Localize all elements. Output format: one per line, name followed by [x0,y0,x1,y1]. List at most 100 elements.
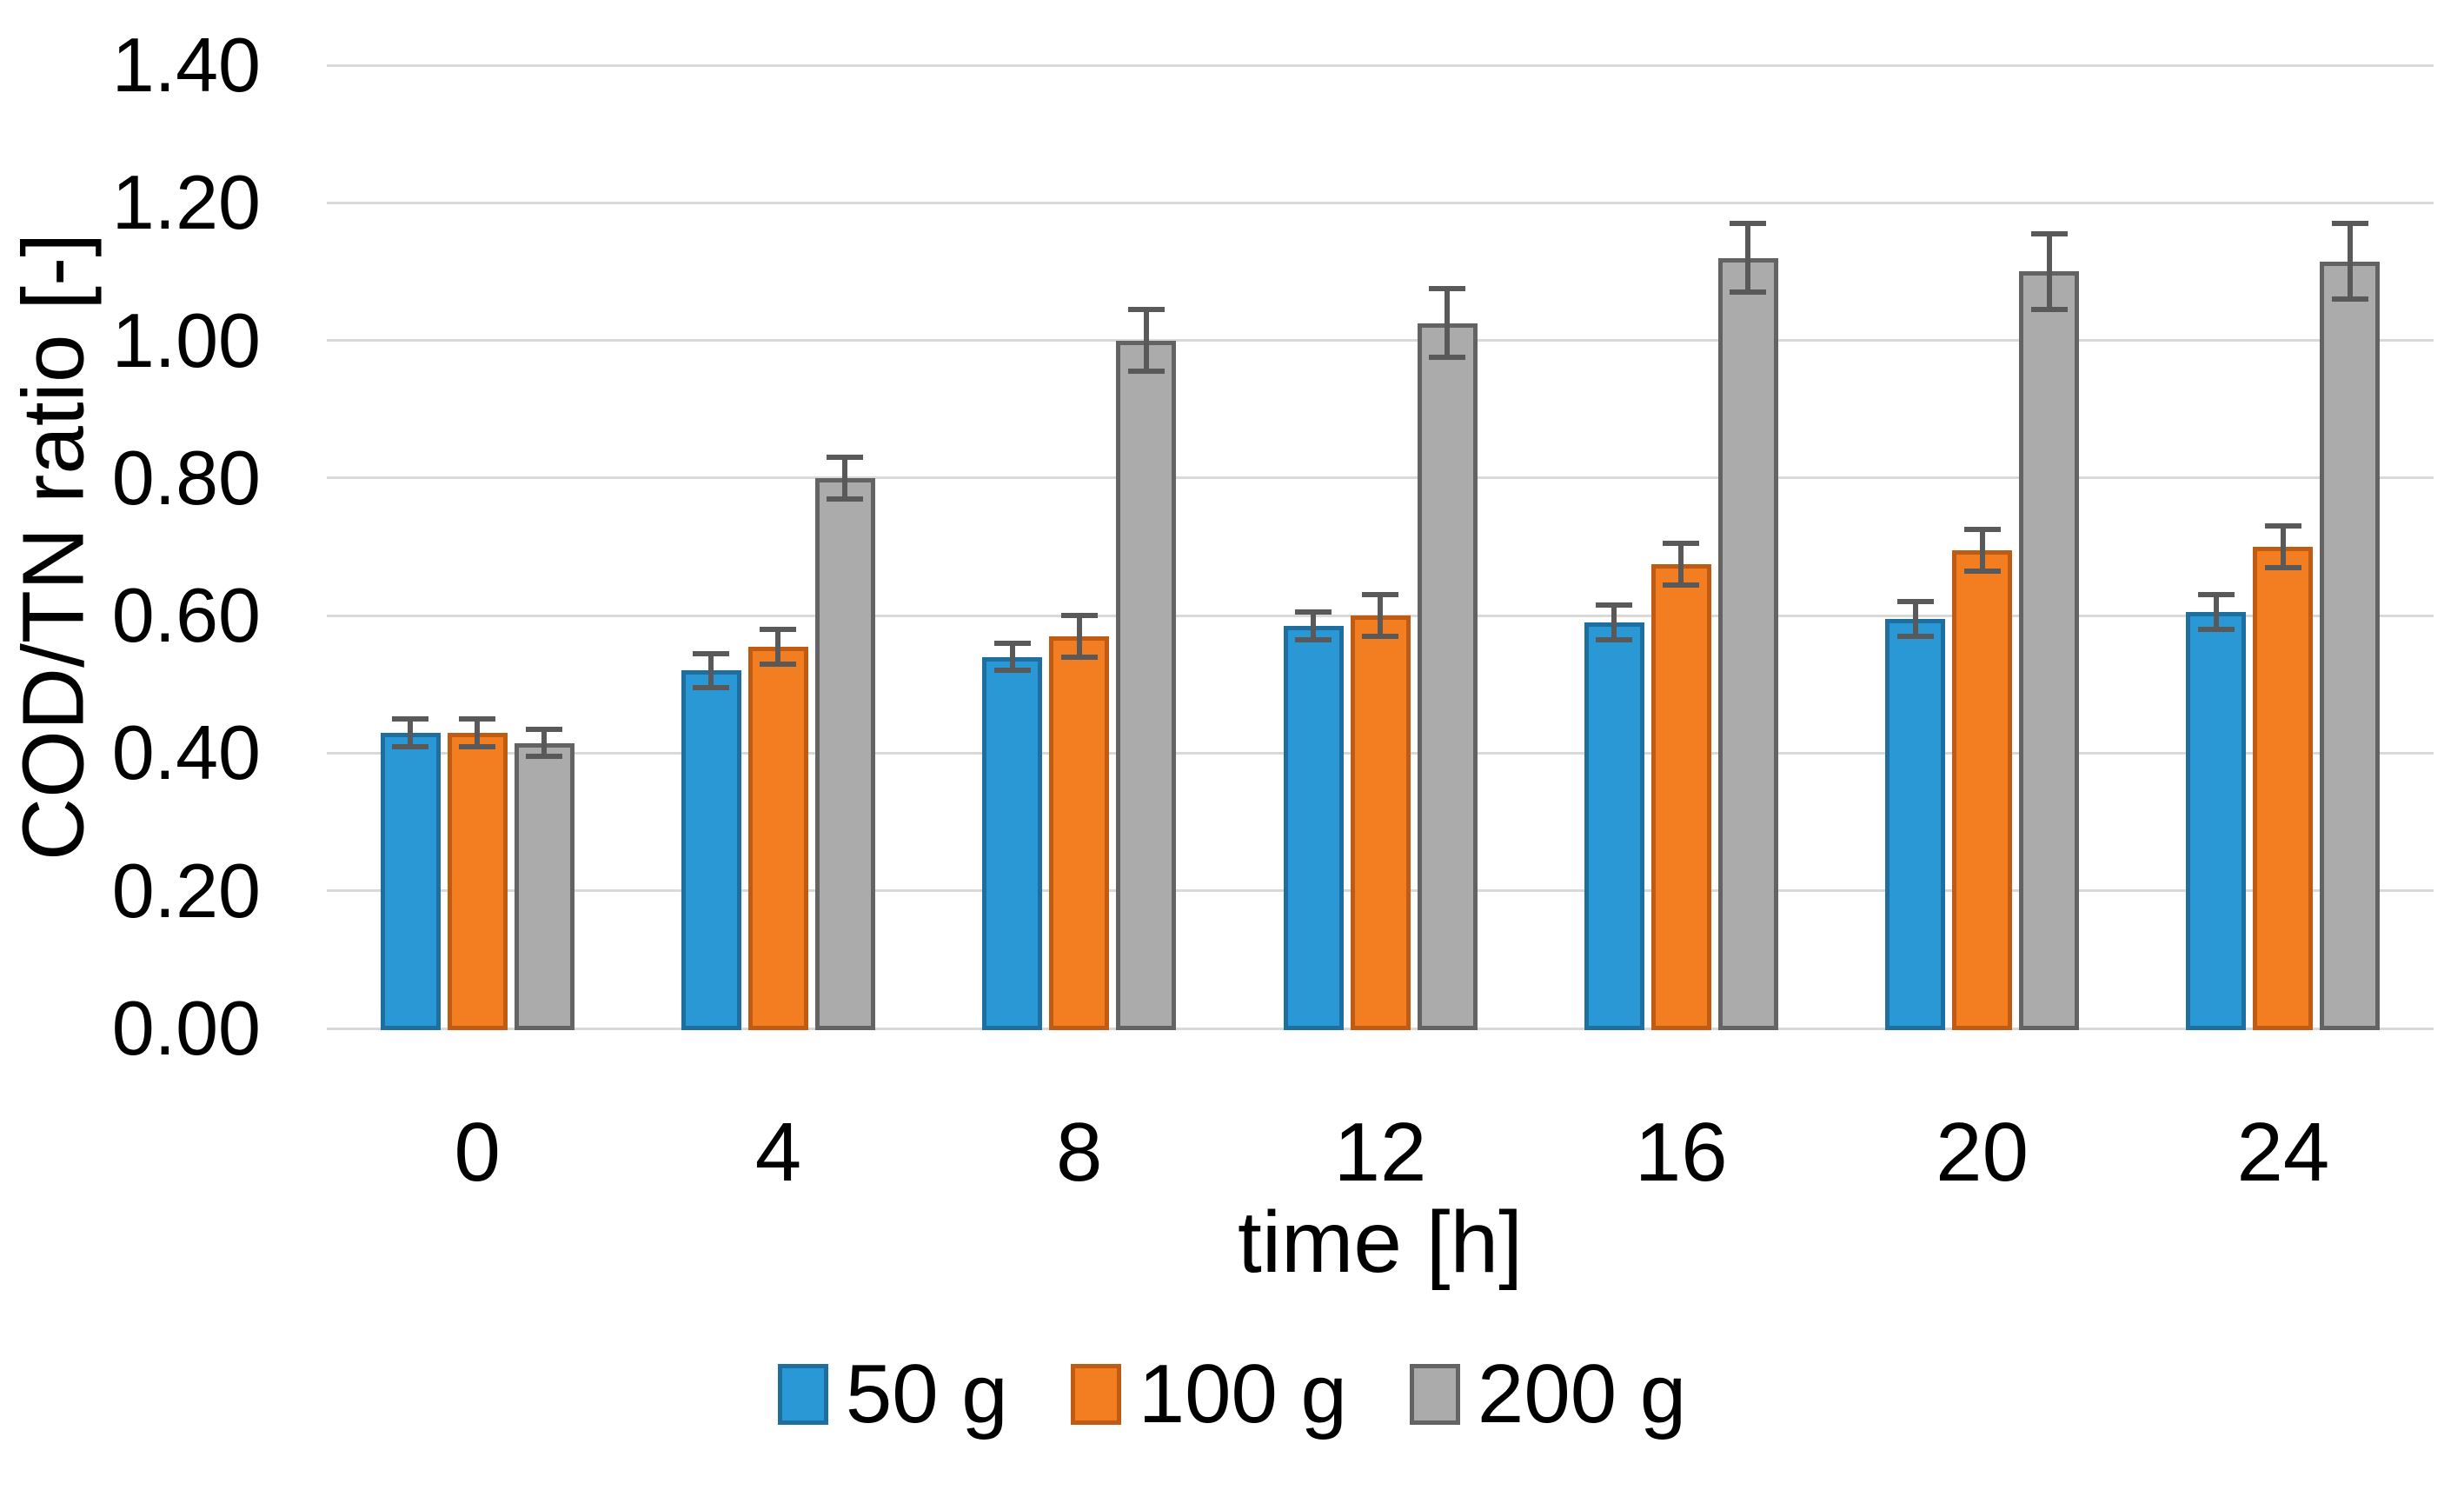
bar-200g-t20 [2019,271,2080,1030]
error-bar-cap-top [2197,592,2235,598]
error-bar-cap-bottom [1896,633,1934,639]
error-bar [1009,642,1015,671]
error-bar [842,457,848,499]
y-tick-label: 1.00 [111,296,261,383]
bar-50g-t12 [1283,626,1344,1030]
error-bar-cap-top [1596,602,1633,609]
bar-200g-t4 [814,477,875,1030]
error-bar-cap-top [1896,599,1934,605]
error-bar [2213,595,2219,629]
y-tick-label: 1.20 [111,159,261,246]
y-tick-label: 0.20 [111,847,261,934]
error-bar-cap-top [2331,221,2368,227]
legend-item-200g: 200 g [1409,1347,1687,1440]
legend-label: 200 g [1477,1347,1687,1440]
y-tick-label: 0.40 [111,709,261,796]
x-tick-label: 0 [454,1106,501,1199]
bar-200g-t24 [2320,261,2381,1030]
legend-item-100g: 100 g [1070,1347,1347,1440]
bar-50g-t8 [982,656,1043,1030]
error-bar [1378,595,1383,636]
x-tick-label: 16 [1634,1106,1728,1199]
bar-50g-t0 [380,732,441,1030]
legend-label: 100 g [1138,1347,1347,1440]
bar-100g-t12 [1350,615,1411,1030]
error-bar-cap-top [1127,306,1165,312]
error-bar [2347,223,2353,300]
error-bar-cap-top [459,715,496,722]
error-bar-cap-bottom [1127,369,1165,375]
gridline [327,476,2434,480]
error-bar-cap-top [1730,221,1767,227]
error-bar-cap-top [2264,523,2301,529]
gridline [327,339,2434,343]
error-bar-cap-top [526,726,563,732]
error-bar-cap-top [760,626,797,632]
error-bar-cap-bottom [1429,355,1465,361]
error-bar-cap-top [2030,230,2068,236]
y-tick-label: 0.60 [111,572,261,659]
error-bar-cap-bottom [392,743,429,749]
legend-marker-icon [777,1364,828,1425]
error-bar-cap-top [1295,609,1332,615]
error-bar-cap-top [1060,613,1098,619]
bar-50g-t24 [2186,612,2247,1030]
error-bar-cap-bottom [1663,582,1700,588]
error-bar-cap-bottom [1060,654,1098,660]
bar-200g-t12 [1417,323,1478,1030]
error-bar [1445,289,1450,358]
x-tick-label: 8 [1056,1106,1103,1199]
error-bar-cap-top [1362,592,1398,598]
legend-label: 50 g [845,1347,1008,1440]
error-bar-cap-bottom [1596,636,1633,642]
error-bar-cap-top [827,455,864,461]
error-bar [1611,605,1617,640]
error-bar-cap-bottom [1295,636,1332,642]
x-tick-label: 20 [1936,1106,2029,1199]
error-bar [1076,615,1082,657]
error-bar-cap-bottom [993,668,1031,674]
y-tick-label: 0.80 [111,434,261,521]
error-bar [1311,612,1316,640]
x-axis-title: time [h] [1238,1194,1523,1291]
legend-marker-icon [1409,1364,1460,1425]
error-bar-cap-bottom [693,685,730,691]
bar-50g-t4 [681,670,741,1030]
error-bar-cap-bottom [760,661,797,667]
error-bar [2046,233,2052,309]
legend-marker-icon [1070,1364,1121,1425]
error-bar-cap-top [1963,527,2001,533]
y-tick-label: 1.40 [111,22,261,108]
bar-50g-t20 [1885,619,1946,1030]
error-bar-cap-top [392,715,429,722]
bar-50g-t16 [1584,622,1644,1030]
bar-100g-t8 [1049,635,1110,1030]
bar-200g-t16 [1717,257,1778,1030]
x-tick-label: 4 [754,1106,802,1199]
error-bar-cap-bottom [459,743,496,749]
bar-200g-t0 [514,742,574,1030]
error-bar-cap-bottom [827,496,864,502]
error-bar [2280,526,2286,568]
error-bar [708,653,714,688]
legend: 50 g 100 g 200 g [0,1353,2464,1436]
error-bar-cap-bottom [2331,296,2368,303]
error-bar-cap-top [1429,286,1465,292]
error-bar [408,718,414,747]
error-bar-cap-top [993,640,1031,646]
error-bar-cap-bottom [2197,626,2235,632]
error-bar-cap-bottom [1963,568,2001,574]
error-bar [775,629,781,664]
error-bar [541,728,548,757]
error-bar [475,718,481,747]
gridline [327,201,2434,204]
legend-item-50g: 50 g [777,1347,1008,1440]
bar-100g-t0 [447,732,508,1030]
error-bar [1143,309,1149,372]
bar-100g-t20 [1952,549,2013,1030]
error-bar [1678,543,1684,585]
error-bar-cap-top [1663,541,1700,547]
error-bar [1979,529,1985,571]
error-bar-cap-top [693,650,730,656]
error-bar [1912,602,1918,636]
